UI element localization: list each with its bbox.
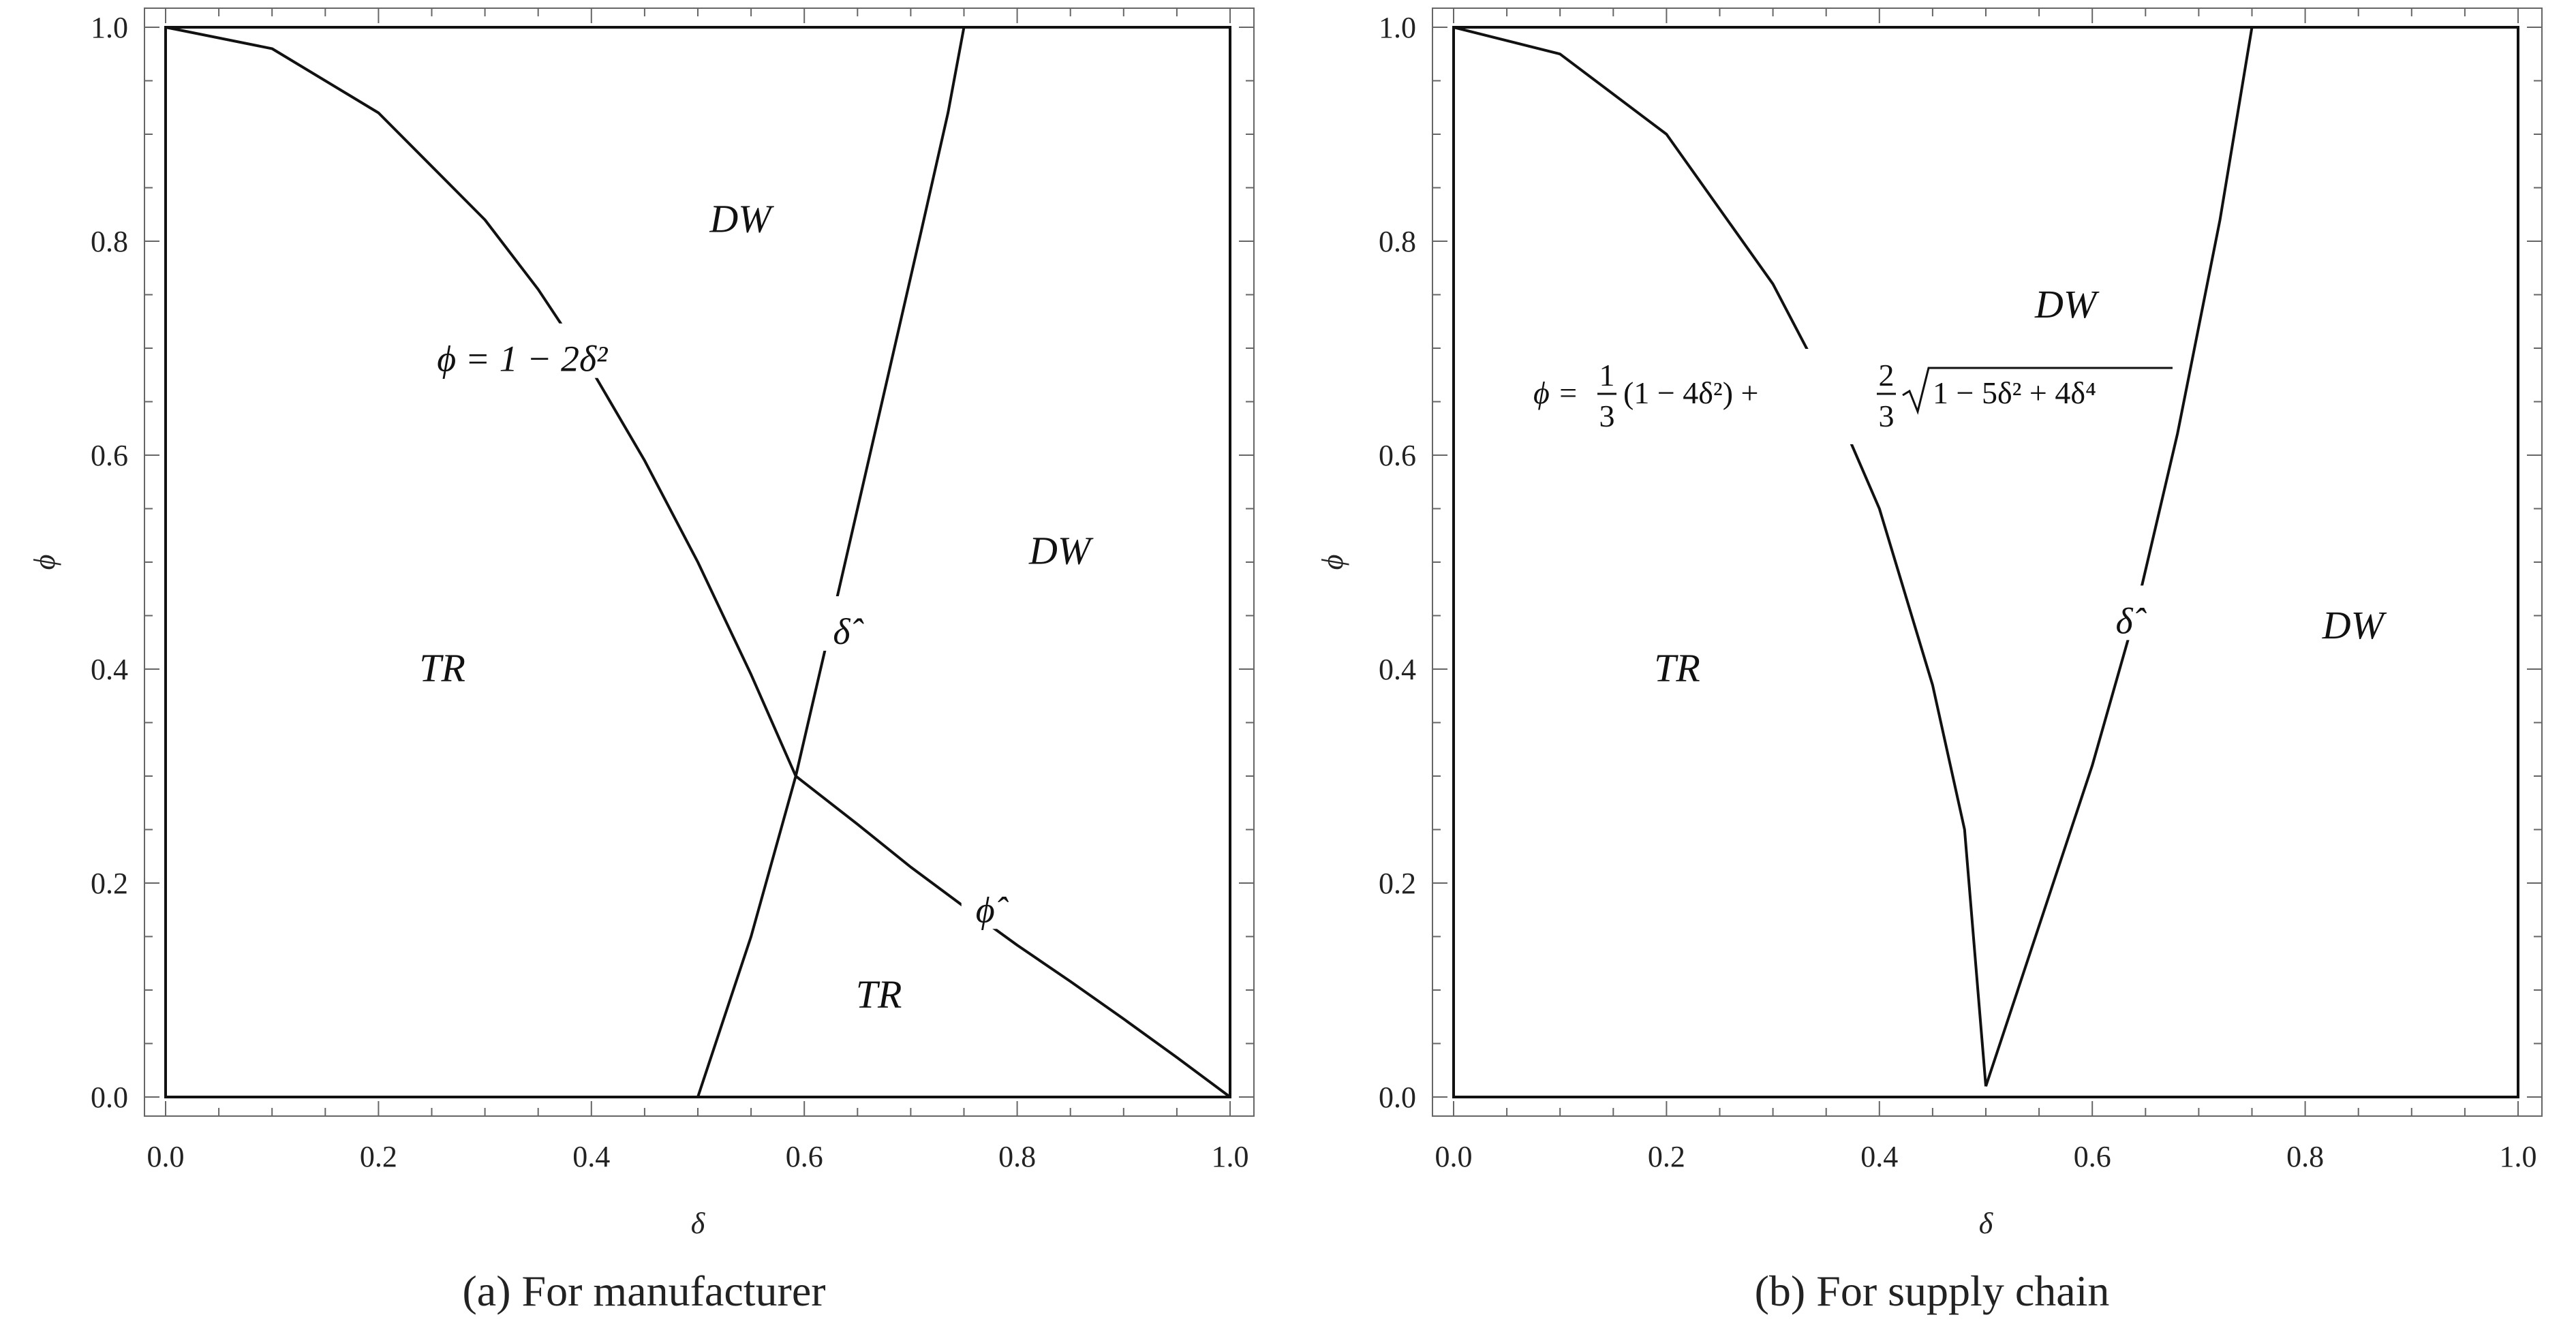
y-tick-label: 0.2 bbox=[1379, 867, 1416, 900]
x-axis-label: δ bbox=[1979, 1207, 1994, 1240]
region-label: DW bbox=[2322, 603, 2387, 647]
plot-frame bbox=[1432, 7, 2543, 1117]
region-label: DW bbox=[709, 197, 774, 241]
formula-part1: (1 − 4δ²) + bbox=[1623, 375, 1759, 410]
series-curve-2 bbox=[1984, 27, 2254, 1087]
y-axis-label: ϕ bbox=[1316, 555, 1349, 570]
curve-label-mask bbox=[2100, 585, 2149, 640]
x-tick-label: 0.2 bbox=[360, 1140, 397, 1173]
x-tick-label: 0.4 bbox=[572, 1140, 610, 1173]
x-tick-label: 0.8 bbox=[998, 1140, 1036, 1173]
region-label: DW bbox=[2034, 282, 2100, 326]
y-tick-label: 0.4 bbox=[1379, 653, 1416, 686]
y-tick-label: 1.0 bbox=[1379, 11, 1416, 44]
curve-label-mask bbox=[410, 323, 635, 378]
curve-label: ϕ = 1 − 2δ² bbox=[437, 339, 608, 380]
x-tick-label: 0.0 bbox=[147, 1140, 185, 1173]
y-tick-label: 1.0 bbox=[91, 11, 128, 44]
chart-manufacturer: 0.0 0.2 0.4 0.6 0.8 1.0 0.0 0.2 0.4 0.6 0.8 1.0 δ ϕ DW… bbox=[28, 7, 1255, 1240]
x-tick-label: 1.0 bbox=[2500, 1140, 2537, 1173]
x-axis-label: δ bbox=[691, 1207, 706, 1240]
chart-supply-chain: 0.0 0.2 0.4 0.6 0.8 1.0 0.0 0.2 0.4 0.6 0.8 1.0 δ ϕ DW… bbox=[1316, 7, 2543, 1240]
formula-mask bbox=[1527, 349, 2106, 444]
x-tick-label: 0.6 bbox=[2074, 1140, 2111, 1173]
region-box bbox=[1452, 26, 2519, 1098]
y-tick-label: 0.2 bbox=[91, 867, 128, 900]
y-tick-label: 0.8 bbox=[1379, 225, 1416, 258]
series-curve-3 bbox=[795, 775, 1231, 1098]
y-tick-label: 0.6 bbox=[91, 439, 128, 472]
series-curve-1 bbox=[1453, 26, 1987, 1087]
x-tick-label: 0.2 bbox=[1648, 1140, 1685, 1173]
y-tick-label: 0.0 bbox=[91, 1081, 128, 1114]
formula-radicand: 1 − 5δ² + 4δ⁴ bbox=[1933, 375, 2096, 410]
formula-frac2-den: 3 bbox=[1879, 399, 1895, 433]
series-curve-2 bbox=[696, 27, 966, 1098]
x-tick-label: 0.6 bbox=[786, 1140, 823, 1173]
formula-sqrt-sign bbox=[1902, 367, 2173, 415]
y-axis-label: ϕ bbox=[28, 555, 61, 570]
x-tick-label: 0.0 bbox=[1435, 1140, 1473, 1173]
caption-supply-chain: (b) For supply chain bbox=[1754, 1267, 2110, 1315]
y-tick-label: 0.8 bbox=[91, 225, 128, 258]
caption-manufacturer: (a) For manufacturer bbox=[462, 1267, 826, 1315]
region-label: TR bbox=[1654, 646, 1700, 690]
formula-frac2-num: 2 bbox=[1879, 358, 1895, 392]
region-label: DW bbox=[1028, 528, 1094, 572]
curve-label-mask bbox=[961, 874, 1009, 929]
y-tick-label: 0.6 bbox=[1379, 439, 1416, 472]
formula-frac1-den: 3 bbox=[1599, 399, 1615, 433]
y-tick-label: 0.4 bbox=[91, 653, 128, 686]
x-tick-label: 0.4 bbox=[1860, 1140, 1898, 1173]
region-label: TR bbox=[419, 646, 465, 690]
region-label: TR bbox=[856, 972, 902, 1017]
formula-frac1-num: 1 bbox=[1599, 358, 1615, 392]
x-tick-label: 0.8 bbox=[2286, 1140, 2324, 1173]
panel-manufacturer: 0.0 0.2 0.4 0.6 0.8 1.0 0.0 0.2 0.4 0.6 0.8 1.0 δ ϕ DW… bbox=[28, 7, 1255, 1315]
curve-label-mask bbox=[817, 596, 865, 651]
panel-supply-chain: 0.0 0.2 0.4 0.6 0.8 1.0 0.0 0.2 0.4 0.6 0.8 1.0 δ ϕ DW… bbox=[1288, 0, 2576, 1328]
series-curve-1 bbox=[165, 26, 797, 777]
y-tick-label: 0.0 bbox=[1379, 1081, 1416, 1114]
formula-lhs: ϕ = bbox=[1533, 375, 1578, 410]
x-tick-label: 1.0 bbox=[1212, 1140, 1249, 1173]
